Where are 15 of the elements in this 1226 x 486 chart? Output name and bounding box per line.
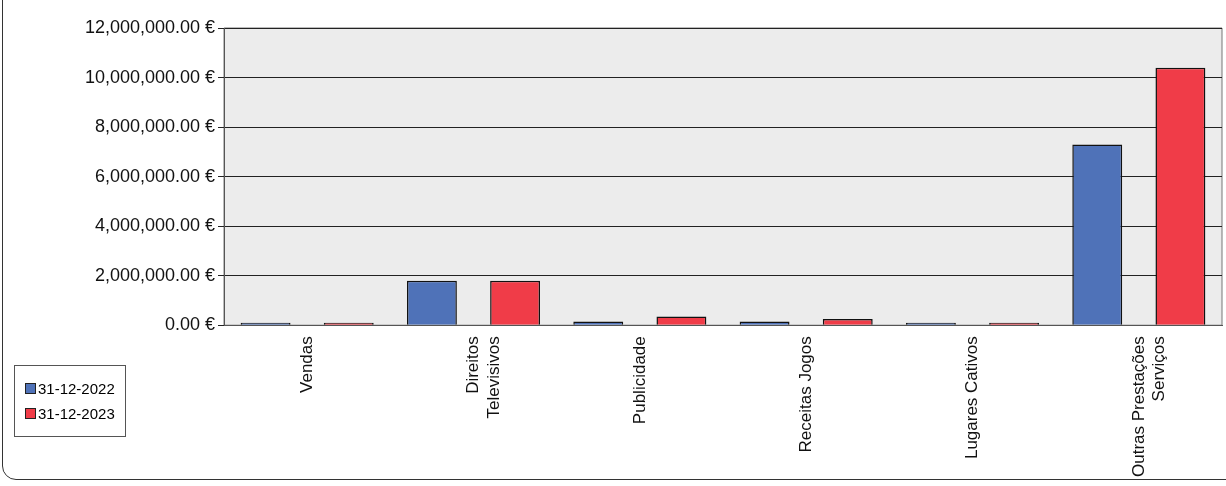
x-tick-label: Publicidade — [629, 336, 649, 425]
y-tick-label: 0.00 € — [164, 314, 215, 335]
y-tick-label: 6,000,000.00 € — [94, 165, 215, 186]
y-tick-label: 4,000,000.00 € — [94, 215, 215, 236]
y-tick-label: 2,000,000.00 € — [94, 264, 215, 285]
y-tick-label: 10,000,000.00 € — [84, 66, 215, 87]
x-tick-label: Vendas — [296, 336, 316, 393]
x-tick-label: Lugares Cativos — [962, 336, 982, 460]
x-tick-label: Receitas Jogos — [795, 336, 815, 453]
x-tick-label: Outras Prestações Serviços — [1128, 336, 1168, 477]
y-tick-label: 8,000,000.00 € — [94, 116, 215, 137]
legend-label: 31-12-2022 — [38, 380, 115, 398]
x-tick-label: Direitos Televisivos — [463, 336, 503, 419]
y-tick-label: 12,000,000.00 € — [84, 16, 215, 37]
legend-label: 31-12-2023 — [38, 405, 115, 423]
